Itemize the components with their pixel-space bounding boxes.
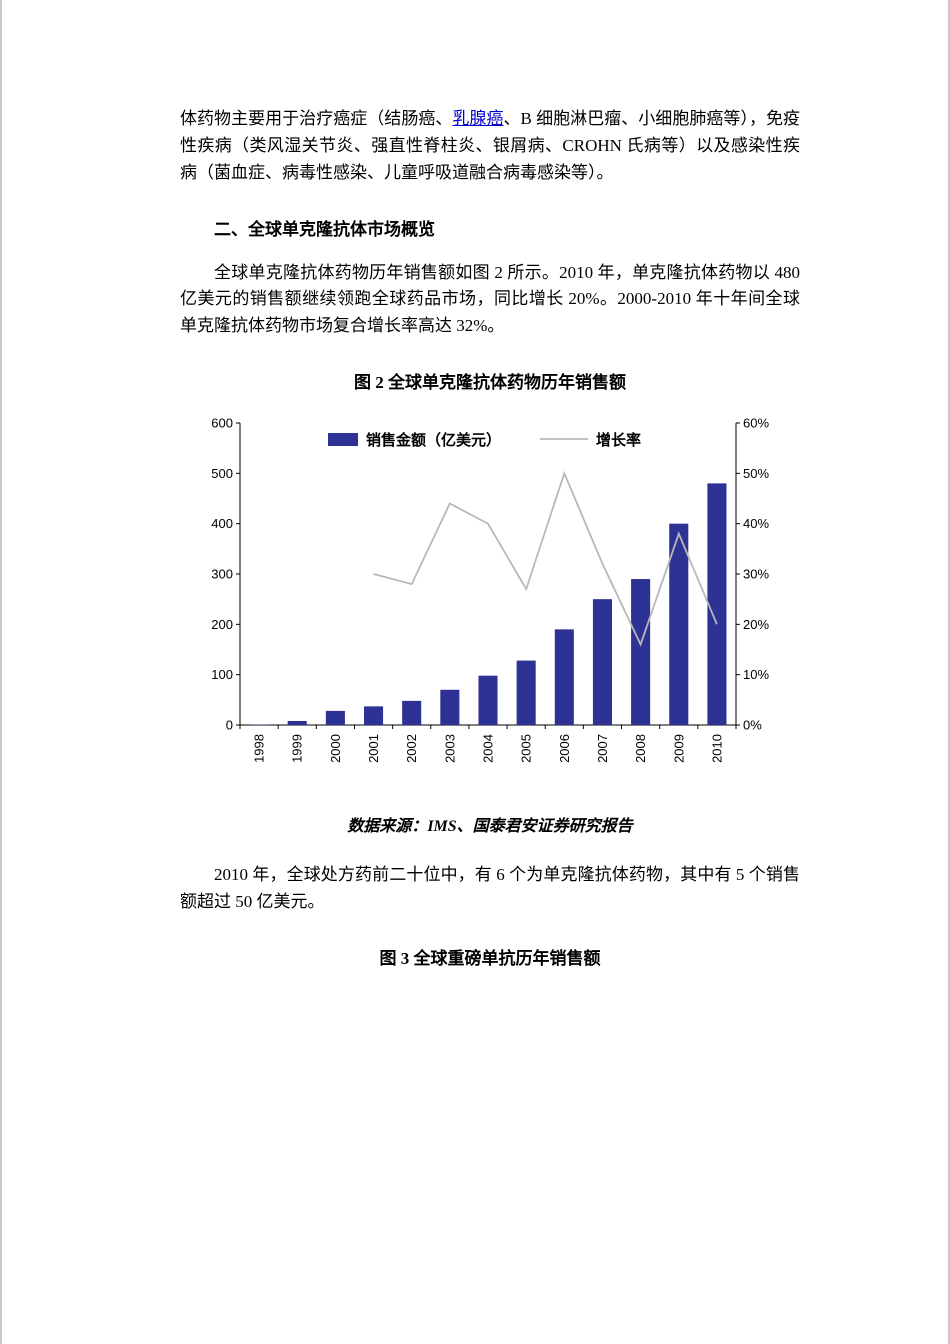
sales-chart-svg: 0 100 200 300 400 500 600 0% 10% 20% 30% 40% 50% 60% 1… xyxy=(211,416,769,763)
bar-2008 xyxy=(631,579,651,726)
bar-1998 xyxy=(249,724,269,726)
bar-2007 xyxy=(592,599,612,726)
x-axis-label-2004: 2004 xyxy=(481,734,496,763)
bar-2010 xyxy=(707,483,727,726)
figure2-title: 图 2 全球单克隆抗体药物历年销售额 xyxy=(354,373,626,393)
paragraph-text: 、B 细胞淋巴瘤、小细胞肺癌等），免疫性疾病（类风湿关节炎、强直性脊柱炎、银屑病… xyxy=(180,109,801,182)
paragraph-top20: 2010 年，全球处方药前二十位中，有 6 个为单克隆抗体药物，其中有 5 个销… xyxy=(180,865,800,912)
left-axis-tick-label: 400 xyxy=(211,516,233,531)
right-axis-tick-label: 0% xyxy=(743,718,762,733)
x-axis-label-2000: 2000 xyxy=(328,734,343,763)
paragraph-market-overview: 全球单克隆抗体药物历年销售额如图 2 所示。2010 年，单克隆抗体药物以 48… xyxy=(180,262,800,336)
x-axis-label-2010: 2010 xyxy=(709,734,724,763)
left-axis-tick-label: 500 xyxy=(211,466,233,481)
figure3-title: 图 3 全球重磅单抗历年销售额 xyxy=(379,948,601,968)
bar-2009 xyxy=(669,523,689,726)
right-axis-tick-label: 20% xyxy=(743,617,769,632)
x-axis-label-1999: 1999 xyxy=(290,734,305,763)
right-axis-tick-label: 30% xyxy=(743,567,769,582)
bar-2006 xyxy=(554,629,574,726)
left-axis-tick-label: 100 xyxy=(211,667,233,682)
left-axis-tick-label: 200 xyxy=(211,617,233,632)
bar-2005 xyxy=(516,660,536,726)
right-axis-tick-label: 40% xyxy=(743,516,769,531)
x-axis-label-2006: 2006 xyxy=(557,734,572,763)
bar-2002 xyxy=(402,700,422,726)
paragraph-intro: 体药物主要用于治疗癌症（结肠癌、乳腺癌、B 细胞淋巴瘤、小细胞肺癌等），免疫性疾… xyxy=(180,106,800,187)
right-axis-tick-label: 50% xyxy=(743,466,769,481)
section-heading: 二、全球单克隆抗体市场概览 xyxy=(214,219,435,239)
legend-bar-label: 销售金额（亿美元） xyxy=(366,431,501,449)
legend-bar-swatch xyxy=(328,433,358,447)
bar-1999 xyxy=(287,721,307,726)
legend-line-label: 增长率 xyxy=(596,431,641,449)
breast-cancer-link[interactable]: 乳腺癌 xyxy=(452,109,504,128)
left-axis-tick-label: 300 xyxy=(211,567,233,582)
data-source-caption: 数据来源：IMS、国泰君安证券研究报告 xyxy=(347,818,633,836)
x-axis-label-2002: 2002 xyxy=(404,734,419,763)
x-axis-label-2001: 2001 xyxy=(366,734,381,763)
left-axis-tick-label: 0 xyxy=(226,718,233,733)
x-axis-label-2003: 2003 xyxy=(442,734,457,763)
bar-2003 xyxy=(440,689,460,726)
x-axis-label-2005: 2005 xyxy=(519,734,534,763)
growth-line xyxy=(373,470,718,648)
bar-2000 xyxy=(325,711,345,726)
x-axis-label-2008: 2008 xyxy=(633,734,648,763)
paragraph-text: 体药物主要用于治疗癌症（结肠癌、 xyxy=(180,109,453,128)
x-axis-label-1998: 1998 xyxy=(252,734,267,763)
right-axis-tick-label: 10% xyxy=(743,667,769,682)
x-axis-label-2009: 2009 xyxy=(671,734,686,763)
right-axis-tick-label: 60% xyxy=(743,416,769,431)
left-axis-tick-label: 600 xyxy=(211,416,233,431)
bar-2001 xyxy=(364,706,384,726)
bar-2004 xyxy=(478,675,498,726)
x-axis-label-2007: 2007 xyxy=(595,734,610,763)
figure2-chart: 0 100 200 300 400 500 600 0% 10% 20% 30% 40% 50% 60% 1… xyxy=(180,407,800,794)
